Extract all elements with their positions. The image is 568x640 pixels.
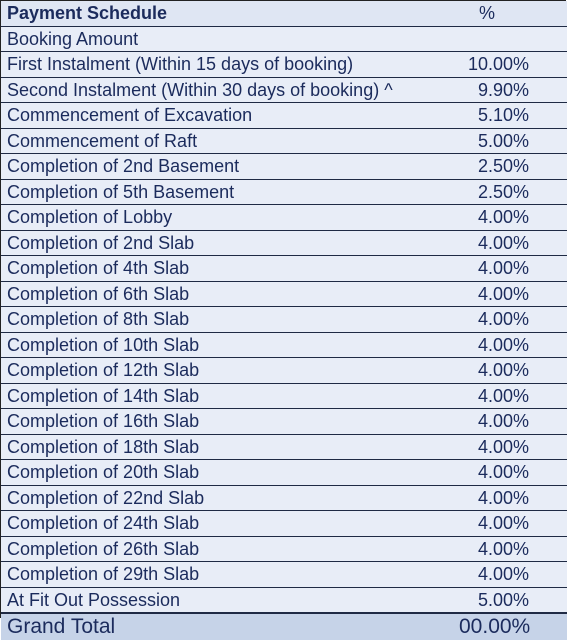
milestone-cell: Completion of Lobby: [1, 204, 453, 231]
grand-total-row: Grand Total 00.00%: [1, 612, 567, 640]
table-row: Completion of 10th Slab 4.00%: [1, 332, 567, 358]
table-row: Completion of 18th Slab 4.00%: [1, 434, 567, 460]
milestone-cell: Completion of 18th Slab: [1, 434, 453, 460]
table-row: Commencement of Excavation 5.10%: [1, 102, 567, 129]
table-row: Completion of 6th Slab 4.00%: [1, 281, 567, 307]
table-row: Completion of 14th Slab 4.00%: [1, 383, 567, 409]
milestone-cell: Completion of 2nd Basement: [1, 153, 453, 180]
table-row: Completion of 22nd Slab 4.00%: [1, 485, 567, 511]
table-row: Booking Amount: [1, 26, 567, 52]
milestone-cell: At Fit Out Possession: [1, 587, 453, 614]
column-header-milestone: Payment Schedule: [1, 1, 453, 27]
milestone-cell: Completion of 2nd Slab: [1, 230, 453, 256]
table-row: Completion of 4th Slab 4.00%: [1, 255, 567, 282]
percent-cell: 4.00%: [453, 434, 567, 460]
milestone-cell: Completion of 29th Slab: [1, 561, 453, 588]
percent-cell: 4.00%: [453, 230, 567, 256]
milestone-cell: Completion of 26th Slab: [1, 536, 453, 562]
milestone-cell: Completion of 16th Slab: [1, 408, 453, 435]
table-row: At Fit Out Possession 5.00%: [1, 587, 567, 614]
percent-cell: 4.00%: [453, 306, 567, 333]
milestone-cell: Booking Amount: [1, 26, 453, 52]
grand-total-percent: 00.00%: [453, 612, 567, 640]
milestone-cell: Completion of 4th Slab: [1, 255, 453, 282]
percent-cell: 4.00%: [453, 408, 567, 435]
percent-cell: 4.00%: [453, 536, 567, 562]
percent-cell: 4.00%: [453, 561, 567, 588]
grand-total-label: Grand Total: [1, 612, 453, 640]
milestone-cell: Completion of 22nd Slab: [1, 485, 453, 511]
milestone-cell: Commencement of Excavation: [1, 102, 453, 129]
percent-cell: 4.00%: [453, 510, 567, 537]
table-header-row: Payment Schedule %: [1, 1, 567, 27]
table-body: Booking Amount First Instalment (Within 1…: [1, 26, 567, 614]
percent-cell: 9.90%: [453, 77, 567, 103]
column-header-percent: %: [453, 1, 567, 27]
percent-cell: 4.00%: [453, 383, 567, 409]
table-row: Completion of 2nd Basement 2.50%: [1, 153, 567, 180]
percent-cell: 5.00%: [453, 587, 567, 614]
table-row: Completion of 26th Slab 4.00%: [1, 536, 567, 562]
percent-cell: [453, 26, 567, 52]
table-row: Completion of 8th Slab 4.00%: [1, 306, 567, 333]
milestone-cell: Completion of 6th Slab: [1, 281, 453, 307]
milestone-cell: First Instalment (Within 15 days of book…: [1, 51, 453, 78]
percent-cell: 2.50%: [453, 153, 567, 180]
percent-cell: 5.10%: [453, 102, 567, 129]
table-row: Completion of 29th Slab 4.00%: [1, 561, 567, 588]
milestone-cell: Completion of 10th Slab: [1, 332, 453, 358]
percent-cell: 4.00%: [453, 459, 567, 486]
table-row: Second Instalment (Within 30 days of boo…: [1, 77, 567, 103]
percent-cell: 4.00%: [453, 204, 567, 231]
table-row: Completion of 12th Slab 4.00%: [1, 357, 567, 384]
table-row: Completion of 2nd Slab 4.00%: [1, 230, 567, 256]
table-row: Commencement of Raft 5.00%: [1, 128, 567, 154]
percent-cell: 10.00%: [453, 51, 567, 78]
milestone-cell: Completion of 24th Slab: [1, 510, 453, 537]
milestone-cell: Completion of 12th Slab: [1, 357, 453, 384]
milestone-cell: Completion of 5th Basement: [1, 179, 453, 205]
percent-cell: 4.00%: [453, 255, 567, 282]
percent-cell: 4.00%: [453, 281, 567, 307]
table-row: First Instalment (Within 15 days of book…: [1, 51, 567, 78]
table-row: Completion of 24th Slab 4.00%: [1, 510, 567, 537]
percent-cell: 4.00%: [453, 357, 567, 384]
table-row: Completion of Lobby 4.00%: [1, 204, 567, 231]
table-row: Completion of 5th Basement 2.50%: [1, 179, 567, 205]
milestone-cell: Completion of 8th Slab: [1, 306, 453, 333]
milestone-cell: Second Instalment (Within 30 days of boo…: [1, 77, 453, 103]
percent-cell: 4.00%: [453, 332, 567, 358]
percent-cell: 5.00%: [453, 128, 567, 154]
table-row: Completion of 16th Slab 4.00%: [1, 408, 567, 435]
milestone-cell: Completion of 14th Slab: [1, 383, 453, 409]
milestone-cell: Commencement of Raft: [1, 128, 453, 154]
percent-cell: 4.00%: [453, 485, 567, 511]
percent-cell: 2.50%: [453, 179, 567, 205]
milestone-cell: Completion of 20th Slab: [1, 459, 453, 486]
table-row: Completion of 20th Slab 4.00%: [1, 459, 567, 486]
